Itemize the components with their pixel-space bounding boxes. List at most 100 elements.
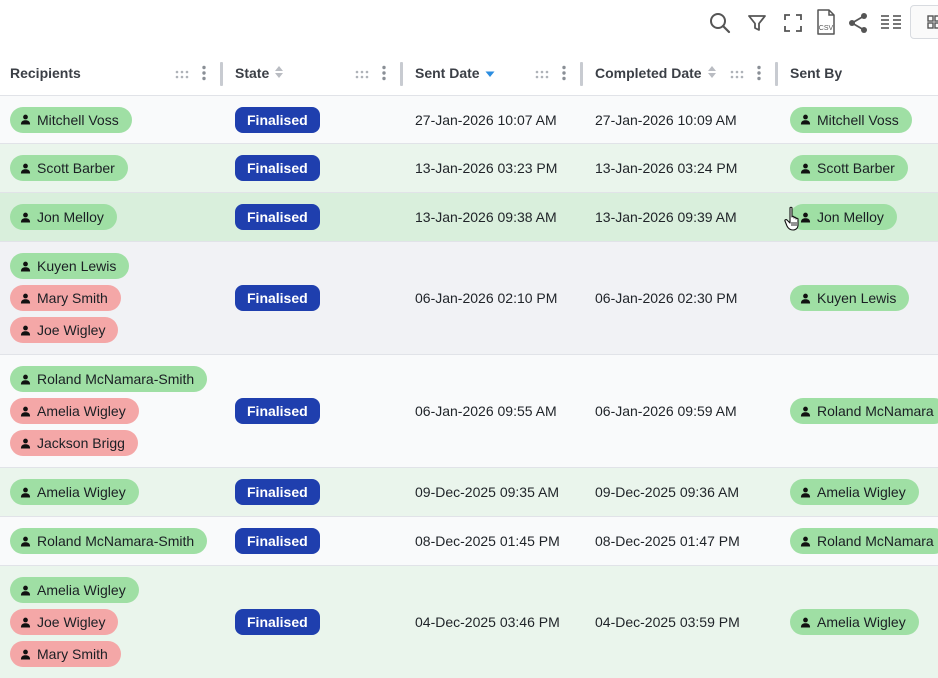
column-header-completed-date[interactable]: Completed Date — [595, 50, 717, 96]
recipient-chip[interactable]: Scott Barber — [790, 155, 908, 181]
recipient-chip[interactable]: Jon Melloy — [790, 204, 897, 230]
recipient-name: Roland McNamara — [817, 533, 934, 549]
recipient-name: Mary Smith — [37, 290, 108, 306]
recipient-name: Mitchell Voss — [37, 111, 119, 128]
person-icon — [20, 293, 31, 304]
recipient-chip[interactable]: Amelia Wigley — [10, 398, 139, 424]
grid-icon[interactable] — [910, 5, 938, 39]
drag-handle-icon[interactable] — [730, 67, 744, 79]
person-icon — [800, 617, 811, 628]
recipient-chip[interactable]: Mitchell Voss — [790, 106, 912, 133]
state-cell: Finalised — [235, 468, 320, 516]
share-icon[interactable] — [844, 9, 872, 37]
recipient-chip[interactable]: Roland McNamara — [790, 398, 938, 424]
table-row[interactable]: Roland McNamara-Smith Finalised 08-Dec-202… — [0, 517, 938, 566]
recipient-chip[interactable]: Kuyen Lewis — [790, 285, 910, 311]
sort-icon[interactable] — [707, 65, 717, 82]
column-label: State — [235, 65, 270, 81]
sent-date-cell: 08-Dec-2025 01:45 PM — [415, 533, 560, 549]
columns-icon[interactable] — [877, 9, 905, 37]
drag-handle-icon[interactable] — [175, 67, 189, 79]
status-badge: Finalised — [235, 204, 320, 230]
column-header-state[interactable]: State — [235, 50, 284, 96]
completed-date-cell: 04-Dec-2025 03:59 PM — [595, 614, 740, 630]
sent-date-cell: 27-Jan-2026 10:07 AM — [415, 111, 557, 128]
recipient-name: Amelia Wigley — [37, 582, 126, 598]
column-header-sent-by[interactable]: Sent By — [790, 50, 842, 96]
status-badge: Finalised — [235, 528, 320, 554]
person-icon — [20, 406, 31, 417]
table-row[interactable]: Kuyen Lewis Mary Smith Joe Wigley Finalised… — [0, 242, 938, 355]
completed-date-cell: 06-Jan-2026 02:30 PM — [595, 290, 738, 306]
recipient-chip[interactable]: Scott Barber — [10, 155, 128, 181]
column-resizer[interactable] — [775, 62, 778, 86]
column-resizer[interactable] — [400, 62, 403, 86]
state-cell: Finalised — [235, 144, 320, 192]
column-label: Sent Date — [415, 65, 480, 81]
recipient-chip[interactable]: Amelia Wigley — [10, 577, 139, 603]
recipient-name: Joe Wigley — [37, 614, 106, 630]
recipient-name: Amelia Wigley — [817, 614, 906, 630]
recipient-chip[interactable]: Kuyen Lewis — [10, 253, 130, 279]
column-resizer[interactable] — [580, 62, 583, 86]
state-cell: Finalised — [235, 193, 320, 241]
person-icon — [20, 114, 31, 125]
drag-handle-icon[interactable] — [535, 67, 549, 79]
drag-handle-icon[interactable] — [355, 67, 369, 79]
recipient-chip[interactable]: Jackson Brigg — [10, 430, 138, 456]
recipient-chip[interactable]: Joe Wigley — [10, 609, 119, 635]
person-icon — [800, 212, 811, 223]
table-row[interactable]: Jon Melloy Finalised 13-Jan-2026 09:38 AM 1… — [0, 193, 938, 242]
column-menu-icon[interactable] — [381, 65, 387, 81]
status-badge: Finalised — [235, 479, 320, 505]
table-row[interactable]: Roland McNamara-Smith Amelia Wigley Jackso… — [0, 355, 938, 468]
state-cell: Finalised — [235, 96, 320, 143]
recipients-cell: Scott Barber — [10, 144, 128, 192]
completed-date-cell: 13-Jan-2026 09:39 AM — [595, 209, 737, 225]
recipients-cell: Amelia Wigley Joe Wigley Mary Smith — [10, 566, 139, 678]
column-label: Sent By — [790, 65, 843, 81]
recipient-name: Amelia Wigley — [37, 403, 126, 419]
sort-descending-icon[interactable] — [485, 65, 495, 82]
recipient-chip[interactable]: Amelia Wigley — [790, 609, 919, 635]
column-menu-icon[interactable] — [201, 65, 207, 81]
recipient-chip[interactable]: Roland McNamara — [790, 528, 938, 554]
completed-date-cell: 08-Dec-2025 01:47 PM — [595, 533, 740, 549]
recipient-chip[interactable]: Mary Smith — [10, 285, 121, 311]
sent-date-cell: 06-Jan-2026 09:55 AM — [415, 403, 557, 419]
person-icon — [20, 212, 31, 223]
status-badge: Finalised — [235, 155, 320, 181]
state-cell: Finalised — [235, 566, 320, 678]
status-badge: Finalised — [235, 398, 320, 424]
fullscreen-icon[interactable] — [779, 9, 807, 37]
recipient-chip[interactable]: Mitchell Voss — [10, 106, 132, 133]
recipients-cell: Kuyen Lewis Mary Smith Joe Wigley — [10, 242, 130, 354]
sent-by-cell: Mitchell Voss — [790, 96, 912, 143]
column-header-recipients[interactable]: Recipients — [10, 50, 81, 96]
recipient-chip[interactable]: Mary Smith — [10, 641, 121, 667]
recipient-chip[interactable]: Joe Wigley — [10, 317, 119, 343]
column-header-sent-date[interactable]: Sent Date — [415, 50, 495, 96]
person-icon — [20, 374, 31, 385]
recipient-chip[interactable]: Jon Melloy — [10, 204, 117, 230]
sent-by-cell: Scott Barber — [790, 144, 908, 192]
recipient-chip[interactable]: Amelia Wigley — [10, 479, 139, 505]
person-icon — [800, 163, 811, 174]
recipient-chip[interactable]: Roland McNamara-Smith — [10, 366, 208, 392]
csv-icon-label: CSV — [819, 25, 834, 32]
recipient-chip[interactable]: Roland McNamara-Smith — [10, 528, 208, 554]
recipient-chip[interactable]: Amelia Wigley — [790, 479, 919, 505]
sort-icon[interactable] — [274, 65, 284, 82]
column-menu-icon[interactable] — [756, 65, 762, 81]
table-row[interactable]: Mitchell Voss Finalised 27-Jan-2026 10:07 … — [0, 96, 938, 144]
column-menu-icon[interactable] — [561, 65, 567, 81]
person-icon — [20, 163, 31, 174]
filter-icon[interactable] — [743, 9, 771, 37]
recipient-name: Scott Barber — [37, 160, 115, 176]
table-row[interactable]: Amelia Wigley Finalised 09-Dec-2025 09:35 … — [0, 468, 938, 517]
table-row[interactable]: Scott Barber Finalised 13-Jan-2026 03:23 P… — [0, 144, 938, 193]
column-resizer[interactable] — [220, 62, 223, 86]
search-icon[interactable] — [706, 9, 734, 37]
table-row[interactable]: Amelia Wigley Joe Wigley Mary Smith Finalis… — [0, 566, 938, 678]
csv-icon[interactable]: CSV — [812, 8, 840, 36]
